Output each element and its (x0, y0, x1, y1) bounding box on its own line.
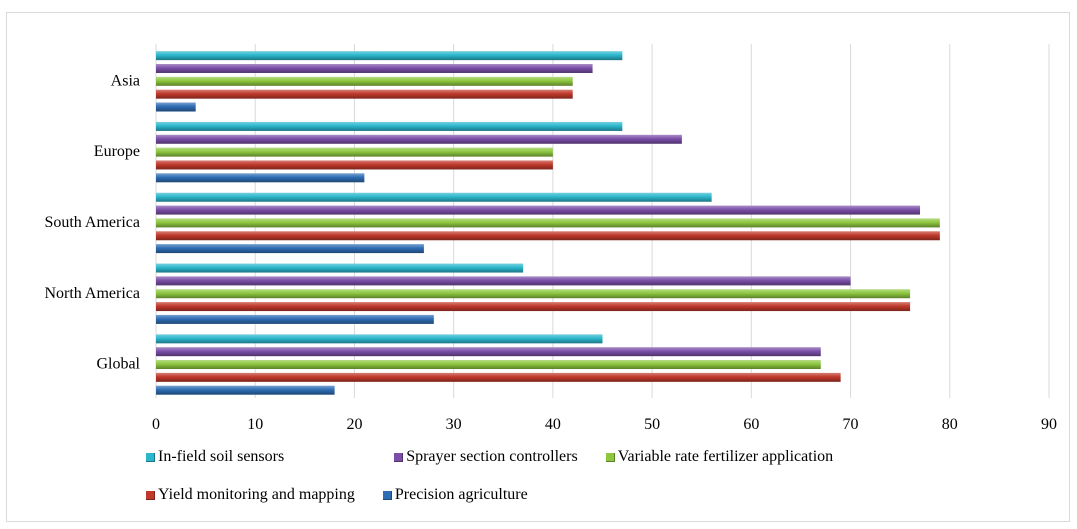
category-labels: Global North America South America Europe As… (44, 72, 140, 372)
legend-label: Precision agriculture (394, 486, 528, 503)
x-tick-label: 90 (1041, 416, 1057, 433)
legend-row: Yield monitoring and mapping Precision ag… (146, 486, 556, 504)
legend-swatch (394, 452, 404, 462)
bar-variable-rate-fertilizer-application-global (156, 360, 821, 370)
legend-label: In-field soil sensors (158, 448, 285, 465)
legend-label: Yield monitoring and mapping (158, 486, 355, 503)
x-tick-label: 30 (446, 416, 462, 433)
x-tick-label: 70 (843, 416, 859, 433)
x-tick-label: 40 (545, 416, 561, 433)
legend-swatch (146, 490, 155, 500)
x-tick-label: 10 (247, 416, 263, 433)
bars (156, 51, 940, 395)
x-tick-label: 0 (152, 416, 160, 433)
bar-precision-agriculture-north-america (156, 314, 434, 324)
legend-swatch (146, 452, 155, 462)
legend-label: Variable rate fertilizer application (617, 448, 834, 465)
bar-variable-rate-fertilizer-application-europe (156, 147, 553, 157)
legend-label: Sprayer section controllers (406, 448, 578, 465)
bar-in-field-soil-sensors-global (156, 334, 603, 344)
category-label: South America (44, 214, 140, 231)
bar-yield-monitoring-and-mapping-global (156, 372, 841, 382)
category-label: Europe (94, 143, 140, 160)
bar-precision-agriculture-global (156, 385, 335, 395)
category-label: Global (96, 356, 140, 373)
bar-variable-rate-fertilizer-application-asia (156, 76, 573, 86)
bar-precision-agriculture-south-america (156, 244, 424, 254)
x-tick-label: 60 (743, 416, 759, 433)
legend-row: In-field soil sensors Sprayer section con… (146, 448, 861, 466)
bar-in-field-soil-sensors-north-america (156, 263, 524, 273)
x-tick-label: 80 (942, 416, 958, 433)
bar-sprayer-section-controllers-north-america (156, 276, 851, 286)
legend-item: Sprayer section controllers (394, 448, 578, 466)
bar-in-field-soil-sensors-asia (156, 51, 623, 61)
x-tick-label: 50 (644, 416, 660, 433)
bar-in-field-soil-sensors-europe (156, 121, 623, 131)
category-label: North America (44, 285, 140, 302)
bar-precision-agriculture-europe (156, 173, 365, 183)
bar-yield-monitoring-and-mapping-north-america (156, 302, 911, 312)
x-tick-labels: 0 10 20 30 40 50 60 70 80 90 (152, 416, 1057, 433)
x-tick-label: 20 (346, 416, 362, 433)
bar-yield-monitoring-and-mapping-south-america (156, 231, 940, 241)
bar-variable-rate-fertilizer-application-north-america (156, 289, 911, 299)
bar-precision-agriculture-asia (156, 102, 196, 112)
category-label: Asia (111, 72, 140, 89)
bar-yield-monitoring-and-mapping-asia (156, 89, 573, 99)
bar-sprayer-section-controllers-asia (156, 63, 593, 73)
bar-yield-monitoring-and-mapping-europe (156, 160, 553, 170)
bar-variable-rate-fertilizer-application-south-america (156, 218, 940, 228)
legend-item: In-field soil sensors (146, 448, 284, 466)
legend-swatch (605, 452, 615, 462)
legend-item: Variable rate fertilizer application (605, 448, 834, 466)
legend-item: Yield monitoring and mapping (146, 486, 355, 504)
bar-sprayer-section-controllers-global (156, 347, 821, 357)
bar-in-field-soil-sensors-south-america (156, 192, 712, 202)
bar-sprayer-section-controllers-europe (156, 134, 682, 144)
legend-swatch (382, 490, 392, 500)
bar-sprayer-section-controllers-south-america (156, 205, 921, 215)
legend-item: Precision agriculture (382, 486, 528, 504)
